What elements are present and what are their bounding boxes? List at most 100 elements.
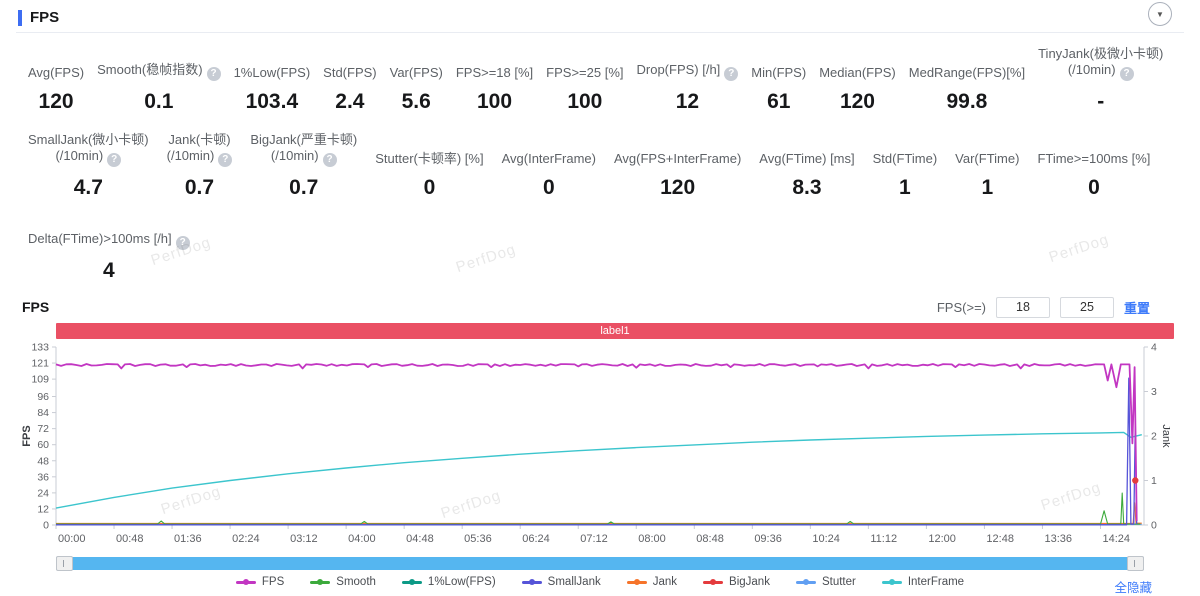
stat-cell: Avg(FTime) [ms] 8.3 <box>759 135 854 200</box>
help-icon[interactable]: ? <box>724 67 739 81</box>
svg-text:00:00: 00:00 <box>58 533 86 545</box>
svg-text:02:24: 02:24 <box>232 533 260 545</box>
svg-text:07:12: 07:12 <box>580 533 608 545</box>
svg-text:96: 96 <box>37 391 49 403</box>
stat-label: Std(FTime) <box>872 151 938 166</box>
svg-text:09:36: 09:36 <box>754 533 782 545</box>
stat-cell: Var(FTime) 1 <box>955 135 1019 200</box>
fps-threshold-low-input[interactable] <box>995 296 1050 318</box>
scrollbar-right-handle[interactable] <box>1127 556 1144 571</box>
svg-text:109: 109 <box>31 374 49 386</box>
stat-value: 120 <box>660 176 696 199</box>
svg-text:14:24: 14:24 <box>1102 533 1130 545</box>
legend-label: BigJank <box>729 576 770 588</box>
legend-label: FPS <box>261 576 285 588</box>
stat-label: Median(FPS) <box>819 65 896 80</box>
svg-text:13:36: 13:36 <box>1044 533 1072 545</box>
stat-value: 0.7 <box>289 176 319 199</box>
help-icon[interactable]: ? <box>1119 67 1134 81</box>
legend-label: Jank <box>652 576 678 588</box>
svg-text:133: 133 <box>31 342 49 354</box>
stat-value: 0.1 <box>144 90 174 113</box>
svg-text:01:36: 01:36 <box>174 533 202 545</box>
stat-value: 0.7 <box>184 176 215 199</box>
header-divider <box>16 32 1184 33</box>
stat-cell: BigJank(严重卡顿) (/10min)? 0.7 <box>250 132 357 200</box>
legend-label: Smooth <box>336 576 376 588</box>
legend-item-smooth[interactable]: Smooth <box>310 576 376 588</box>
stat-cell: MedRange(FPS)[%] 99.8 <box>909 49 1025 114</box>
svg-text:3: 3 <box>1151 386 1157 398</box>
stat-label: Delta(FTime)>100ms [/h]? <box>28 218 190 250</box>
svg-text:48: 48 <box>37 455 49 467</box>
legend-item-jank[interactable]: Jank <box>626 576 678 588</box>
section-header: FPS ▼ <box>0 0 1200 32</box>
fps-threshold-label: FPS(>=) <box>936 299 986 315</box>
stat-label: Drop(FPS) [/h]? <box>637 49 739 81</box>
help-icon[interactable]: ? <box>175 236 190 250</box>
stats-row-3: Delta(FTime)>100ms [/h]? 4 <box>0 218 1200 283</box>
stat-cell: Var(FPS) 5.6 <box>390 49 443 114</box>
stat-cell: Smooth(稳帧指数)? 0.1 <box>97 49 221 114</box>
stat-label: BigJank(严重卡顿) (/10min)? <box>250 132 358 167</box>
stat-cell: SmallJank(微小卡顿) (/10min)? 4.7 <box>28 132 149 200</box>
svg-text:Jank: Jank <box>1160 424 1170 448</box>
stat-cell: Avg(FPS) 120 <box>28 49 84 114</box>
stat-value: 61 <box>767 90 791 113</box>
svg-text:03:12: 03:12 <box>290 533 318 545</box>
help-icon[interactable]: ? <box>206 67 221 81</box>
legend-item-fps[interactable]: FPS <box>235 576 285 588</box>
stat-cell: 1%Low(FPS) 103.4 <box>234 49 311 114</box>
svg-text:04:00: 04:00 <box>348 533 376 545</box>
svg-text:24: 24 <box>37 487 49 499</box>
fps-threshold-controls: FPS(>=) 重置 <box>936 296 1150 318</box>
stat-value: 120 <box>839 90 875 113</box>
stat-label: Avg(FPS) <box>28 65 85 80</box>
svg-text:11:12: 11:12 <box>870 533 897 545</box>
svg-text:08:00: 08:00 <box>638 533 666 545</box>
stats-row-2: SmallJank(微小卡顿) (/10min)? 4.7 Jank(卡顿) (/10m… <box>0 132 1200 200</box>
stat-label: Var(FPS) <box>389 65 443 80</box>
fps-threshold-high-input[interactable] <box>1059 296 1114 318</box>
stat-label: 1%Low(FPS) <box>233 65 311 80</box>
legend-item-1-low-fps-[interactable]: 1%Low(FPS) <box>401 576 496 588</box>
svg-text:12:48: 12:48 <box>986 533 1014 545</box>
stat-label: FTime>=100ms [%] <box>1037 151 1151 166</box>
reset-link[interactable]: 重置 <box>1123 300 1150 316</box>
svg-text:00:48: 00:48 <box>116 533 144 545</box>
svg-text:4: 4 <box>1151 342 1157 354</box>
stat-cell: FPS>=25 [%] 100 <box>546 49 623 114</box>
stat-value: 5.6 <box>401 90 431 113</box>
legend-label: 1%Low(FPS) <box>427 576 496 588</box>
stat-cell: Avg(FPS+InterFrame) 120 <box>614 135 741 200</box>
legend-item-smalljank[interactable]: SmallJank <box>521 576 601 588</box>
collapse-button[interactable]: ▼ <box>1148 2 1172 26</box>
help-icon[interactable]: ? <box>322 153 337 167</box>
stat-label: Var(FTime) <box>955 151 1020 166</box>
stat-cell: Min(FPS) 61 <box>751 49 806 114</box>
scrollbar-left-handle[interactable] <box>56 556 73 571</box>
svg-text:06:24: 06:24 <box>522 533 550 545</box>
help-icon[interactable]: ? <box>218 153 233 167</box>
chart-x-scrollbar[interactable] <box>56 556 1144 571</box>
legend-item-stutter[interactable]: Stutter <box>795 576 856 588</box>
stat-label: Avg(FTime) [ms] <box>759 151 855 166</box>
legend-line-icon <box>310 579 331 585</box>
stat-value: 0 <box>542 176 555 199</box>
legend-item-bigjank[interactable]: BigJank <box>703 576 770 588</box>
stat-value: 2.4 <box>335 90 365 113</box>
stat-value: 1 <box>899 176 911 199</box>
chart-area: 0 12 24 36 48 60 72 84 96 109 121 133 0 1 2 3 4 00:00 00:4… <box>20 339 1200 556</box>
stat-label: Avg(FPS+InterFrame) <box>614 151 742 166</box>
svg-text:05:36: 05:36 <box>464 533 492 545</box>
help-icon[interactable]: ? <box>107 153 122 167</box>
svg-text:1: 1 <box>1151 475 1157 487</box>
stat-cell: Drop(FPS) [/h]? 12 <box>637 49 739 114</box>
svg-text:12: 12 <box>37 503 49 515</box>
stat-cell: TinyJank(极微小卡顿) (/10min)? - <box>1038 46 1163 114</box>
legend-line-icon <box>235 579 256 585</box>
legend-line-icon <box>521 579 542 585</box>
legend-item-interframe[interactable]: InterFrame <box>881 576 964 588</box>
